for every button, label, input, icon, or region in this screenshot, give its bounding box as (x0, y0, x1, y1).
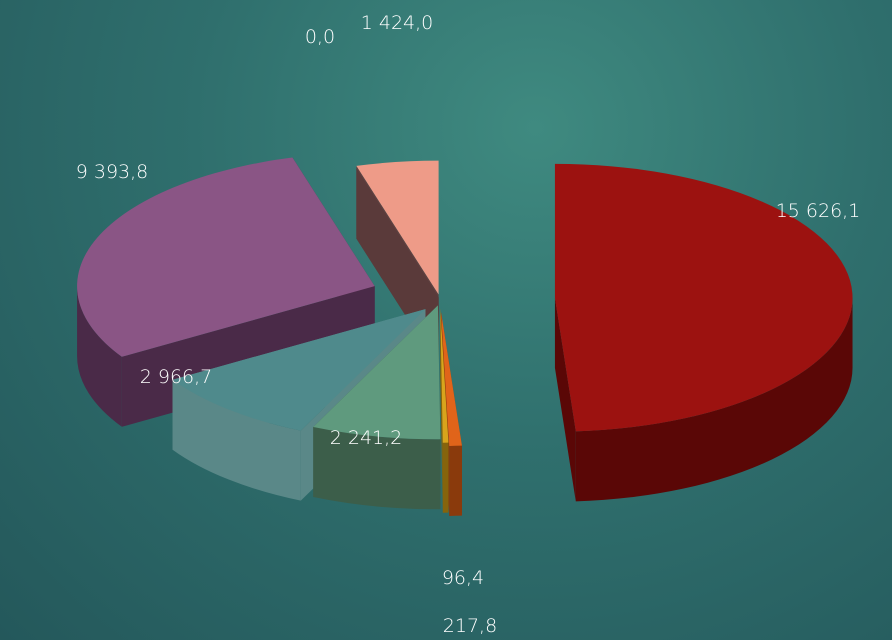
slice-value-label-5: 9 393,8 (76, 161, 149, 183)
pie-slice-top-6 (356, 168, 439, 298)
pie-slice-top-7 (356, 160, 439, 295)
pie-slice-top-5 (77, 157, 375, 357)
pie-slice-0 (554, 163, 853, 502)
slice-value-label-2: 96,4 (442, 567, 484, 589)
slice-value-label-0: 15 626,1 (776, 200, 861, 222)
pie-slice-side-3 (313, 426, 441, 510)
pie-slice-side-0 (575, 297, 853, 502)
pie-slice-top-4 (172, 309, 426, 431)
slice-value-label-3: 2 241,2 (330, 427, 403, 449)
pie-slice-3 (313, 305, 441, 510)
pie-slice-wall-2-1 (440, 308, 443, 513)
pie-slice-top-1 (441, 312, 462, 446)
pie-slice-top-0 (554, 163, 853, 432)
slice-value-label-1: 217,8 (443, 615, 497, 637)
pie-slice-side-2 (442, 442, 449, 513)
pie-slice-side-5 (77, 286, 122, 427)
pie-slice-side-1 (449, 445, 462, 516)
slice-value-label-4: 2 966,7 (140, 366, 213, 388)
pie-slice-top-3 (313, 305, 441, 440)
pie-slice-top-2 (440, 308, 449, 443)
slice-value-label-7: 1 424,0 (361, 12, 434, 34)
pie-slice-side-4 (172, 379, 301, 501)
pie-slice-wall-0-1 (554, 297, 576, 502)
pie-slice-2 (440, 308, 449, 513)
slice-value-label-6: 0,0 (305, 26, 335, 48)
